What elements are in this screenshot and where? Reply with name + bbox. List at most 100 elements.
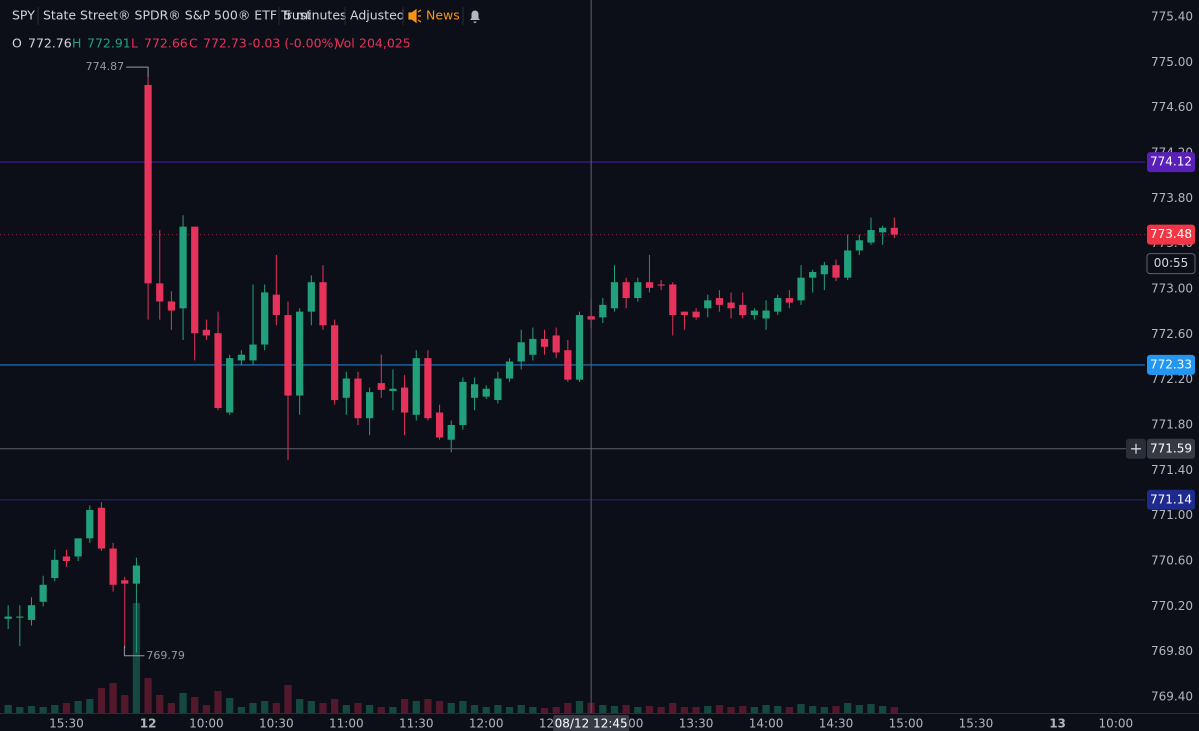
volume-bar bbox=[727, 707, 735, 713]
candle-body bbox=[762, 310, 770, 319]
volume-bar bbox=[832, 706, 840, 713]
candle-body bbox=[354, 378, 362, 419]
candle-body bbox=[739, 304, 747, 316]
volume-bar bbox=[820, 707, 828, 713]
volume-bar bbox=[552, 707, 560, 713]
candle-body bbox=[657, 284, 665, 286]
interval[interactable]: 5 minutes bbox=[284, 8, 347, 23]
candle-body bbox=[482, 388, 490, 397]
low-value: 772.66 bbox=[144, 36, 188, 51]
volume-bar bbox=[27, 706, 36, 713]
y-tick-label: 769.80 bbox=[1151, 644, 1193, 658]
volume-bar bbox=[39, 707, 47, 713]
volume-bar bbox=[412, 701, 420, 713]
candle-body bbox=[400, 387, 409, 413]
candle-body bbox=[680, 311, 689, 316]
symbol[interactable]: SPY bbox=[12, 8, 35, 23]
volume-bar bbox=[529, 707, 537, 713]
x-tick-label: 15:00 bbox=[889, 717, 924, 731]
volume-bar bbox=[132, 603, 141, 713]
candle-body bbox=[424, 358, 432, 419]
volume-bar bbox=[156, 695, 164, 713]
x-tick-label: 11:00 bbox=[329, 717, 364, 731]
volume-bar bbox=[435, 701, 444, 713]
y-tick-label: 771.40 bbox=[1151, 463, 1193, 477]
candle-body bbox=[39, 584, 47, 602]
change: -0.03 (-0.00%) bbox=[248, 36, 338, 51]
y-tick-label: 771.80 bbox=[1151, 418, 1193, 432]
y-tick-label: 772.60 bbox=[1151, 327, 1193, 341]
candle-body bbox=[785, 298, 793, 303]
candle-body bbox=[16, 616, 24, 618]
candle-body bbox=[62, 556, 71, 561]
candle-body bbox=[447, 425, 455, 440]
volume-bar bbox=[575, 701, 584, 713]
volume-bar bbox=[97, 688, 106, 713]
volume-bar bbox=[62, 703, 71, 713]
candle-body bbox=[237, 354, 245, 361]
y-tick-label: 771.00 bbox=[1151, 508, 1193, 522]
candle-body bbox=[226, 358, 234, 413]
crosshair-time: 08/12 12:45 bbox=[555, 717, 628, 731]
candle-body bbox=[27, 605, 36, 620]
y-tick-label: 770.20 bbox=[1151, 599, 1193, 613]
add-icon bbox=[1131, 443, 1141, 454]
volume-bar bbox=[447, 703, 455, 713]
candle-body bbox=[97, 507, 106, 549]
candle-body bbox=[377, 383, 385, 390]
candle-body bbox=[774, 298, 782, 312]
volume-label: Vol bbox=[336, 36, 355, 51]
y-tick-label: 769.40 bbox=[1151, 690, 1193, 704]
volume-bar bbox=[540, 708, 549, 713]
header: SPY State Street® SPDR® S&P 500® ETF Tru… bbox=[2, 4, 486, 51]
candle-body bbox=[844, 250, 852, 278]
candle-body bbox=[51, 559, 59, 578]
y-tick-label: 773.00 bbox=[1151, 282, 1193, 296]
volume-bar bbox=[750, 707, 759, 713]
volume-bar bbox=[599, 705, 607, 713]
volume-bar bbox=[86, 699, 94, 713]
volume-bar bbox=[284, 685, 292, 713]
candle-body bbox=[132, 565, 141, 584]
candle-body bbox=[470, 384, 479, 398]
candle-body bbox=[610, 282, 619, 309]
candle-body bbox=[750, 310, 759, 316]
candle-body bbox=[727, 302, 735, 309]
volume-bar bbox=[879, 706, 887, 713]
candle-body bbox=[599, 304, 607, 318]
volume-bar bbox=[249, 703, 257, 713]
candle-body bbox=[202, 329, 210, 336]
candle-body bbox=[144, 85, 152, 284]
candle-body bbox=[284, 315, 292, 396]
volume-bar bbox=[634, 707, 642, 713]
volume-bar bbox=[704, 706, 712, 713]
candle-body bbox=[552, 335, 560, 353]
candle-body bbox=[389, 388, 397, 391]
volume-bar bbox=[680, 707, 689, 713]
volume-bar bbox=[366, 705, 374, 713]
adjustment[interactable]: Adjusted bbox=[350, 8, 405, 23]
volume-bar bbox=[424, 699, 432, 713]
x-tick-label: 14:30 bbox=[819, 717, 854, 731]
volume-bar bbox=[867, 704, 875, 713]
level-label: 774.12 bbox=[1150, 155, 1192, 169]
last-price-badge bbox=[1147, 224, 1195, 245]
volume-bar bbox=[354, 703, 362, 713]
volume-bar bbox=[74, 701, 82, 713]
instrument-name[interactable]: State Street® SPDR® S&P 500® ETF Trust bbox=[43, 8, 311, 23]
news[interactable]: News bbox=[426, 8, 460, 23]
volume-bar bbox=[797, 704, 805, 713]
candle-body bbox=[855, 240, 863, 251]
alert-icon[interactable] bbox=[470, 10, 480, 24]
crosshair-price: 771.59 bbox=[1150, 441, 1192, 455]
volume-bar bbox=[482, 707, 490, 713]
candle-body bbox=[261, 292, 269, 345]
volume-bar bbox=[331, 699, 339, 713]
candle-body bbox=[366, 392, 374, 419]
x-tick-label: 11:30 bbox=[399, 717, 434, 731]
x-tick-label: 12 bbox=[140, 717, 157, 731]
close-value: 772.73 bbox=[203, 36, 247, 51]
crosshair-price-badge bbox=[1147, 438, 1195, 459]
